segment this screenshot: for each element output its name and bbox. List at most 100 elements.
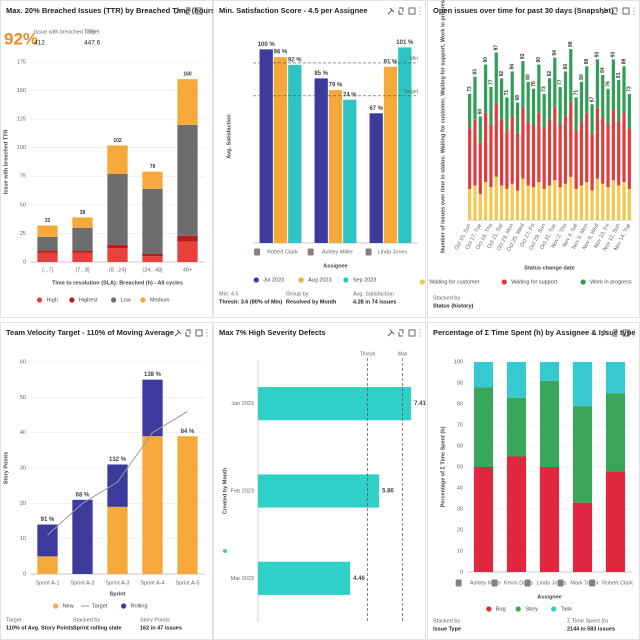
bar-segment: [539, 380, 560, 467]
window-icon: [622, 7, 630, 15]
bar-segment: [563, 183, 568, 220]
pin-icon: [387, 329, 395, 337]
bar-segment: [547, 185, 552, 220]
footer-text: Avg. Satisfaction: [353, 291, 394, 297]
footer-text: Story Points: [140, 617, 170, 623]
y-tick-label: 10: [457, 548, 463, 554]
bar-segment: [572, 362, 593, 407]
bar-segment: [539, 362, 560, 381]
bar-segment: [515, 102, 520, 134]
bar-segment: [601, 74, 605, 119]
bar-segment: [37, 524, 58, 557]
bar: [258, 561, 351, 595]
total-label: 93: [611, 52, 617, 58]
bar-segment: [531, 88, 536, 125]
panel: Max. 20% Breached Issues (TTR) by Breach…: [0, 0, 218, 318]
bar-segment: [72, 217, 93, 228]
x-tick-label: Ashley Miller: [470, 580, 501, 586]
bar-segment: [510, 116, 514, 184]
bar-segment: [505, 130, 509, 189]
bar-segment: [494, 176, 498, 220]
bar-segment: [107, 506, 128, 574]
footer-text: Stacked by: [433, 295, 460, 301]
bar-segment: [494, 104, 498, 177]
bar-segment: [505, 97, 509, 131]
x-tick-label: Robert Clark: [602, 580, 633, 586]
footer-text: Target: [6, 617, 22, 623]
kpi-number: 412: [34, 40, 45, 47]
bar-segment: [177, 241, 198, 262]
bar-segment: [473, 119, 477, 186]
bar-segment: [537, 64, 541, 113]
bar-segment: [500, 185, 504, 220]
window-icon: [408, 7, 416, 15]
value-label: 67 %: [369, 106, 383, 112]
bar-segment: [177, 79, 198, 125]
footer-text: Resolved by Month: [286, 299, 337, 305]
avatar-icon: [524, 579, 531, 587]
total-label: 99: [568, 41, 574, 47]
y-tick-label: 10: [20, 536, 26, 542]
bar-segment: [563, 116, 568, 184]
x-tick-label: (...7]: [42, 267, 53, 273]
bar-segment: [72, 250, 93, 253]
kpi-label: Issue with breached TTR: [34, 29, 95, 35]
bar-segment: [142, 379, 163, 437]
total-label: 86: [510, 64, 516, 70]
bar-segment: [500, 119, 504, 186]
bar-segment: [142, 256, 163, 262]
bar-segment: [531, 125, 536, 188]
bar-segment: [37, 252, 58, 262]
footer-text: 110% of Avg. Story Points: [6, 625, 73, 631]
bar-segment: [606, 187, 610, 220]
legend-swatch: [580, 279, 586, 285]
window-icon: [195, 7, 203, 15]
bar-segment: [107, 174, 128, 245]
total-label: 73: [542, 86, 548, 92]
bar-segment: [622, 66, 626, 113]
legend-swatch: [253, 277, 259, 283]
bar-segment: [605, 362, 626, 394]
x-tick-label: Linda Jones: [378, 249, 408, 255]
bar-segment: [494, 52, 498, 105]
target-line: [47, 411, 188, 536]
bar-segment: [563, 71, 568, 117]
y-tick-label: 150: [17, 88, 26, 94]
total-label: 82: [547, 71, 553, 77]
footer-text: Issue Type: [433, 626, 461, 632]
window-icon: [195, 329, 203, 337]
value-label: 96 %: [274, 50, 288, 56]
bar-segment: [506, 456, 527, 572]
bar-segment: [569, 176, 573, 220]
bar-segment: [142, 171, 163, 189]
bar-segment: [585, 112, 589, 182]
bar-segment: [617, 185, 621, 220]
bar-segment: [72, 252, 93, 262]
bar-segment: [473, 362, 494, 388]
y-tick-label: 30: [20, 465, 26, 471]
x-axis-label: Sprint: [110, 591, 126, 597]
y-tick-label: 0: [23, 571, 26, 577]
annotation-label: 91 %: [41, 517, 55, 523]
total-label: 80: [579, 74, 585, 80]
y-tick-label: Jan 2023: [231, 401, 254, 407]
footer-text: Group by: [286, 291, 309, 297]
annotation-label: 132 %: [109, 457, 127, 463]
total-label: 81: [616, 72, 622, 78]
footer-text: Stacked by: [433, 618, 460, 624]
legend-swatch: [223, 549, 227, 553]
bar-segment: [595, 178, 599, 220]
bar-segment: [37, 236, 58, 251]
bar-segment: [542, 188, 546, 220]
expand-icon: [398, 7, 404, 15]
legend-swatch: [298, 277, 304, 283]
value-label: 5.86: [382, 489, 394, 495]
bar: [328, 90, 343, 243]
bar-segment: [558, 187, 562, 220]
x-tick-label: Mark Taylor: [570, 580, 598, 586]
total-label: 76: [531, 81, 537, 87]
bar-segment: [478, 194, 482, 220]
y-tick-label: 100: [17, 145, 26, 151]
pin-icon: [174, 7, 182, 15]
